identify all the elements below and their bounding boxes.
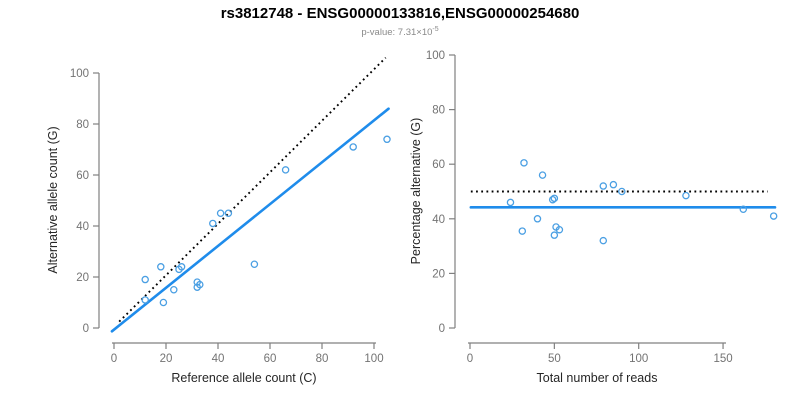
plot-title: rs3812748 - ENSG00000133816,ENSG00000254…: [220, 5, 580, 22]
y-tick-label: 80: [76, 119, 89, 131]
pvalue-exponent: -5: [432, 26, 439, 33]
y-tick-label: 40: [76, 221, 89, 233]
y-tick-label: 100: [426, 50, 445, 62]
y-tick-label: 60: [432, 159, 445, 171]
y-tick-label: 80: [432, 105, 445, 117]
data-point: [548, 195, 557, 204]
data-point: [209, 219, 217, 228]
y-axis-title: Alternative allele count (G): [46, 126, 60, 273]
x-tick-label: 150: [713, 353, 732, 365]
right-scatter-plot: 0 50 100 150 0 20 40 60 80 100 Total number of rea…: [409, 50, 778, 385]
data-point: [533, 215, 542, 223]
data-point: [682, 191, 690, 200]
data-point: [141, 296, 149, 304]
data-point: [506, 198, 515, 207]
pvalue-text: p-value: 7.31×10: [361, 27, 433, 39]
y-tick-label: 40: [432, 214, 445, 226]
data-point: [281, 166, 290, 174]
x-tick-label: 0: [467, 353, 473, 365]
identity-line: [118, 57, 387, 323]
data-point: [383, 135, 391, 144]
x-tick-label: 20: [160, 353, 173, 365]
data-point: [216, 209, 225, 217]
data-point: [224, 209, 233, 217]
plot-subtitle: p-value: 7.31×10-5: [0, 26, 800, 38]
data-point: [159, 298, 168, 307]
x-tick-label: 0: [111, 353, 117, 365]
x-tick-label: 100: [364, 353, 383, 365]
data-point: [177, 263, 186, 271]
y-tick-label: 0: [439, 323, 445, 335]
data-point: [520, 159, 528, 167]
data-point: [599, 182, 608, 190]
data-point: [157, 263, 165, 271]
data-point: [550, 231, 559, 239]
data-point: [609, 180, 618, 189]
y-tick-label: 60: [76, 170, 89, 182]
data-point: [518, 227, 527, 235]
data-point: [250, 260, 259, 268]
data-point: [618, 187, 626, 196]
data-point: [769, 212, 778, 220]
data-point: [170, 285, 178, 294]
x-tick-label: 80: [316, 353, 329, 365]
data-point: [349, 143, 357, 151]
left-scatter-plot: 0 20 40 60 80 100 0 20 40 60 80 100 Reference allele…: [46, 57, 391, 385]
data-point: [555, 225, 564, 234]
y-tick-label: 0: [83, 323, 89, 335]
data-point: [538, 171, 547, 179]
data-point: [739, 205, 748, 213]
y-tick-label: 20: [76, 272, 89, 284]
x-axis-title: Total number of reads: [537, 371, 658, 385]
x-tick-label: 50: [548, 353, 561, 365]
regression-line: [110, 107, 390, 333]
x-tick-label: 60: [264, 353, 277, 365]
x-tick-label: 40: [212, 353, 225, 365]
y-tick-label: 20: [432, 268, 445, 280]
data-point: [550, 194, 559, 203]
y-axis-title: Percentage alternative (G): [409, 118, 423, 265]
x-axis-title: Reference allele count (C): [171, 371, 316, 385]
data-point: [196, 280, 204, 289]
data-point: [141, 275, 149, 284]
x-tick-label: 100: [629, 353, 648, 365]
data-point: [599, 236, 608, 245]
y-tick-label: 100: [70, 68, 89, 80]
